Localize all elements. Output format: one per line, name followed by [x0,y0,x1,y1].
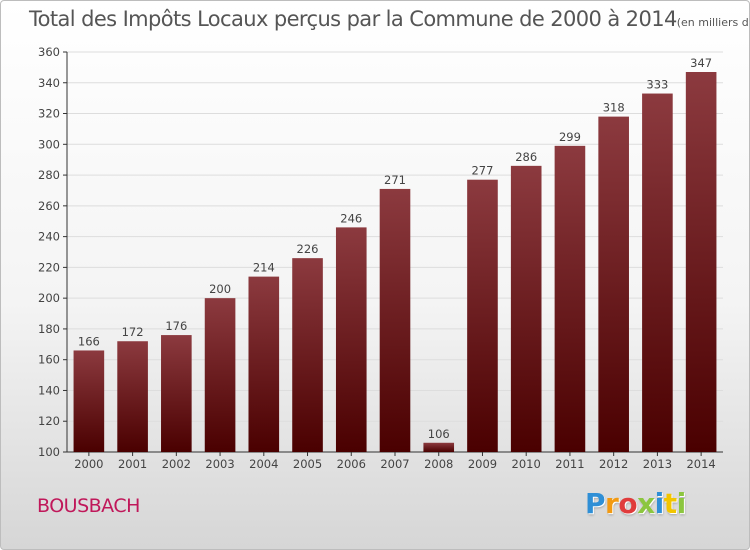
x-tick-label-2007: 2007 [380,457,409,471]
y-tick-labels: 100 120 140 160 180 200 220 240 260 280 300 320 340 3… [38,45,60,459]
bar-2004 [248,276,280,452]
data-label-2006: 246 [340,211,362,225]
data-label-2001: 172 [122,325,144,339]
bars [73,72,717,453]
bar-2008 [423,442,455,452]
bar-2011 [554,145,586,452]
x-tick-label-2001: 2001 [118,457,147,471]
x-tick-label-2014: 2014 [686,457,715,471]
bar-2002 [161,335,192,452]
bar-2013 [642,93,673,453]
data-label-2012: 318 [603,101,625,115]
x-tick-label-2013: 2013 [643,457,672,471]
bar-2009 [467,179,498,452]
bar-2014 [685,72,717,452]
x-tick-label-2003: 2003 [205,457,234,471]
logo-letter: r [605,487,619,520]
y-tick-label: 160 [38,353,60,367]
x-tick-label-2005: 2005 [293,457,322,471]
bar-2006 [335,227,367,452]
y-tick-label: 340 [38,76,60,90]
y-tick-label: 180 [38,322,60,336]
x-tick-label-2004: 2004 [249,457,278,471]
x-tick-label-2006: 2006 [337,457,366,471]
data-label-2004: 214 [253,261,275,275]
y-tick-label: 260 [38,199,60,213]
y-tick-label: 100 [38,445,60,459]
logo-letter: i [654,487,665,520]
chart-title-unit: (en milliers d'€) [676,16,749,29]
x-tick-label-2000: 2000 [74,457,103,471]
y-tick-label: 360 [38,45,60,59]
data-label-2009: 277 [471,164,493,178]
bar-2007 [379,188,411,452]
data-label-2002: 176 [165,319,187,333]
x-tick-label-2009: 2009 [468,457,497,471]
x-tick-label-2008: 2008 [424,457,453,471]
data-label-2007: 271 [384,173,406,187]
y-tick-label: 200 [38,291,60,305]
bar-2003 [204,298,236,452]
data-label-2005: 226 [297,242,319,256]
data-label-2008: 106 [428,427,450,441]
bar-2005 [292,258,323,452]
bar-2010 [510,165,542,452]
y-tick-label: 320 [38,107,60,121]
x-tick-label-2012: 2012 [599,457,628,471]
bar-2001 [117,341,148,452]
x-tick-label-2010: 2010 [512,457,541,471]
x-tick-label-2002: 2002 [162,457,191,471]
y-tick-label: 300 [38,137,60,151]
data-labels: 166 172 176 200 214 226 246 271 106 277 286 299 318 3… [78,56,712,441]
x-tick-label-2011: 2011 [555,457,584,471]
data-label-2000: 166 [78,334,100,348]
logo-letter: o [618,487,638,520]
data-label-2014: 347 [690,56,712,70]
proxiti-logo: Proxiti [585,487,686,520]
y-tick-label: 220 [38,260,60,274]
x-tick-labels: 2000 2001 2002 2003 2004 2005 2006 2007 2008 2009… [74,457,716,471]
bar-2000 [73,350,105,452]
data-label-2003: 200 [209,282,231,296]
data-label-2010: 286 [515,150,537,164]
y-tick-label: 280 [38,168,60,182]
y-tick-label: 140 [38,383,60,397]
commune-name: BOUSBACH [37,495,140,517]
logo-letter: P [585,487,606,520]
logo-letter: t [663,487,677,520]
chart-title: Total des Impôts Locaux perçus par la Co… [29,7,749,31]
data-label-2011: 299 [559,130,581,144]
chart-title-text: Total des Impôts Locaux perçus par la Co… [29,7,677,31]
bar-2012 [598,116,629,452]
y-tick-label: 240 [38,230,60,244]
logo-letter: i [676,487,687,520]
logo-letter: x [637,487,655,520]
y-tick-label: 120 [38,414,60,428]
data-label-2013: 333 [646,78,668,92]
